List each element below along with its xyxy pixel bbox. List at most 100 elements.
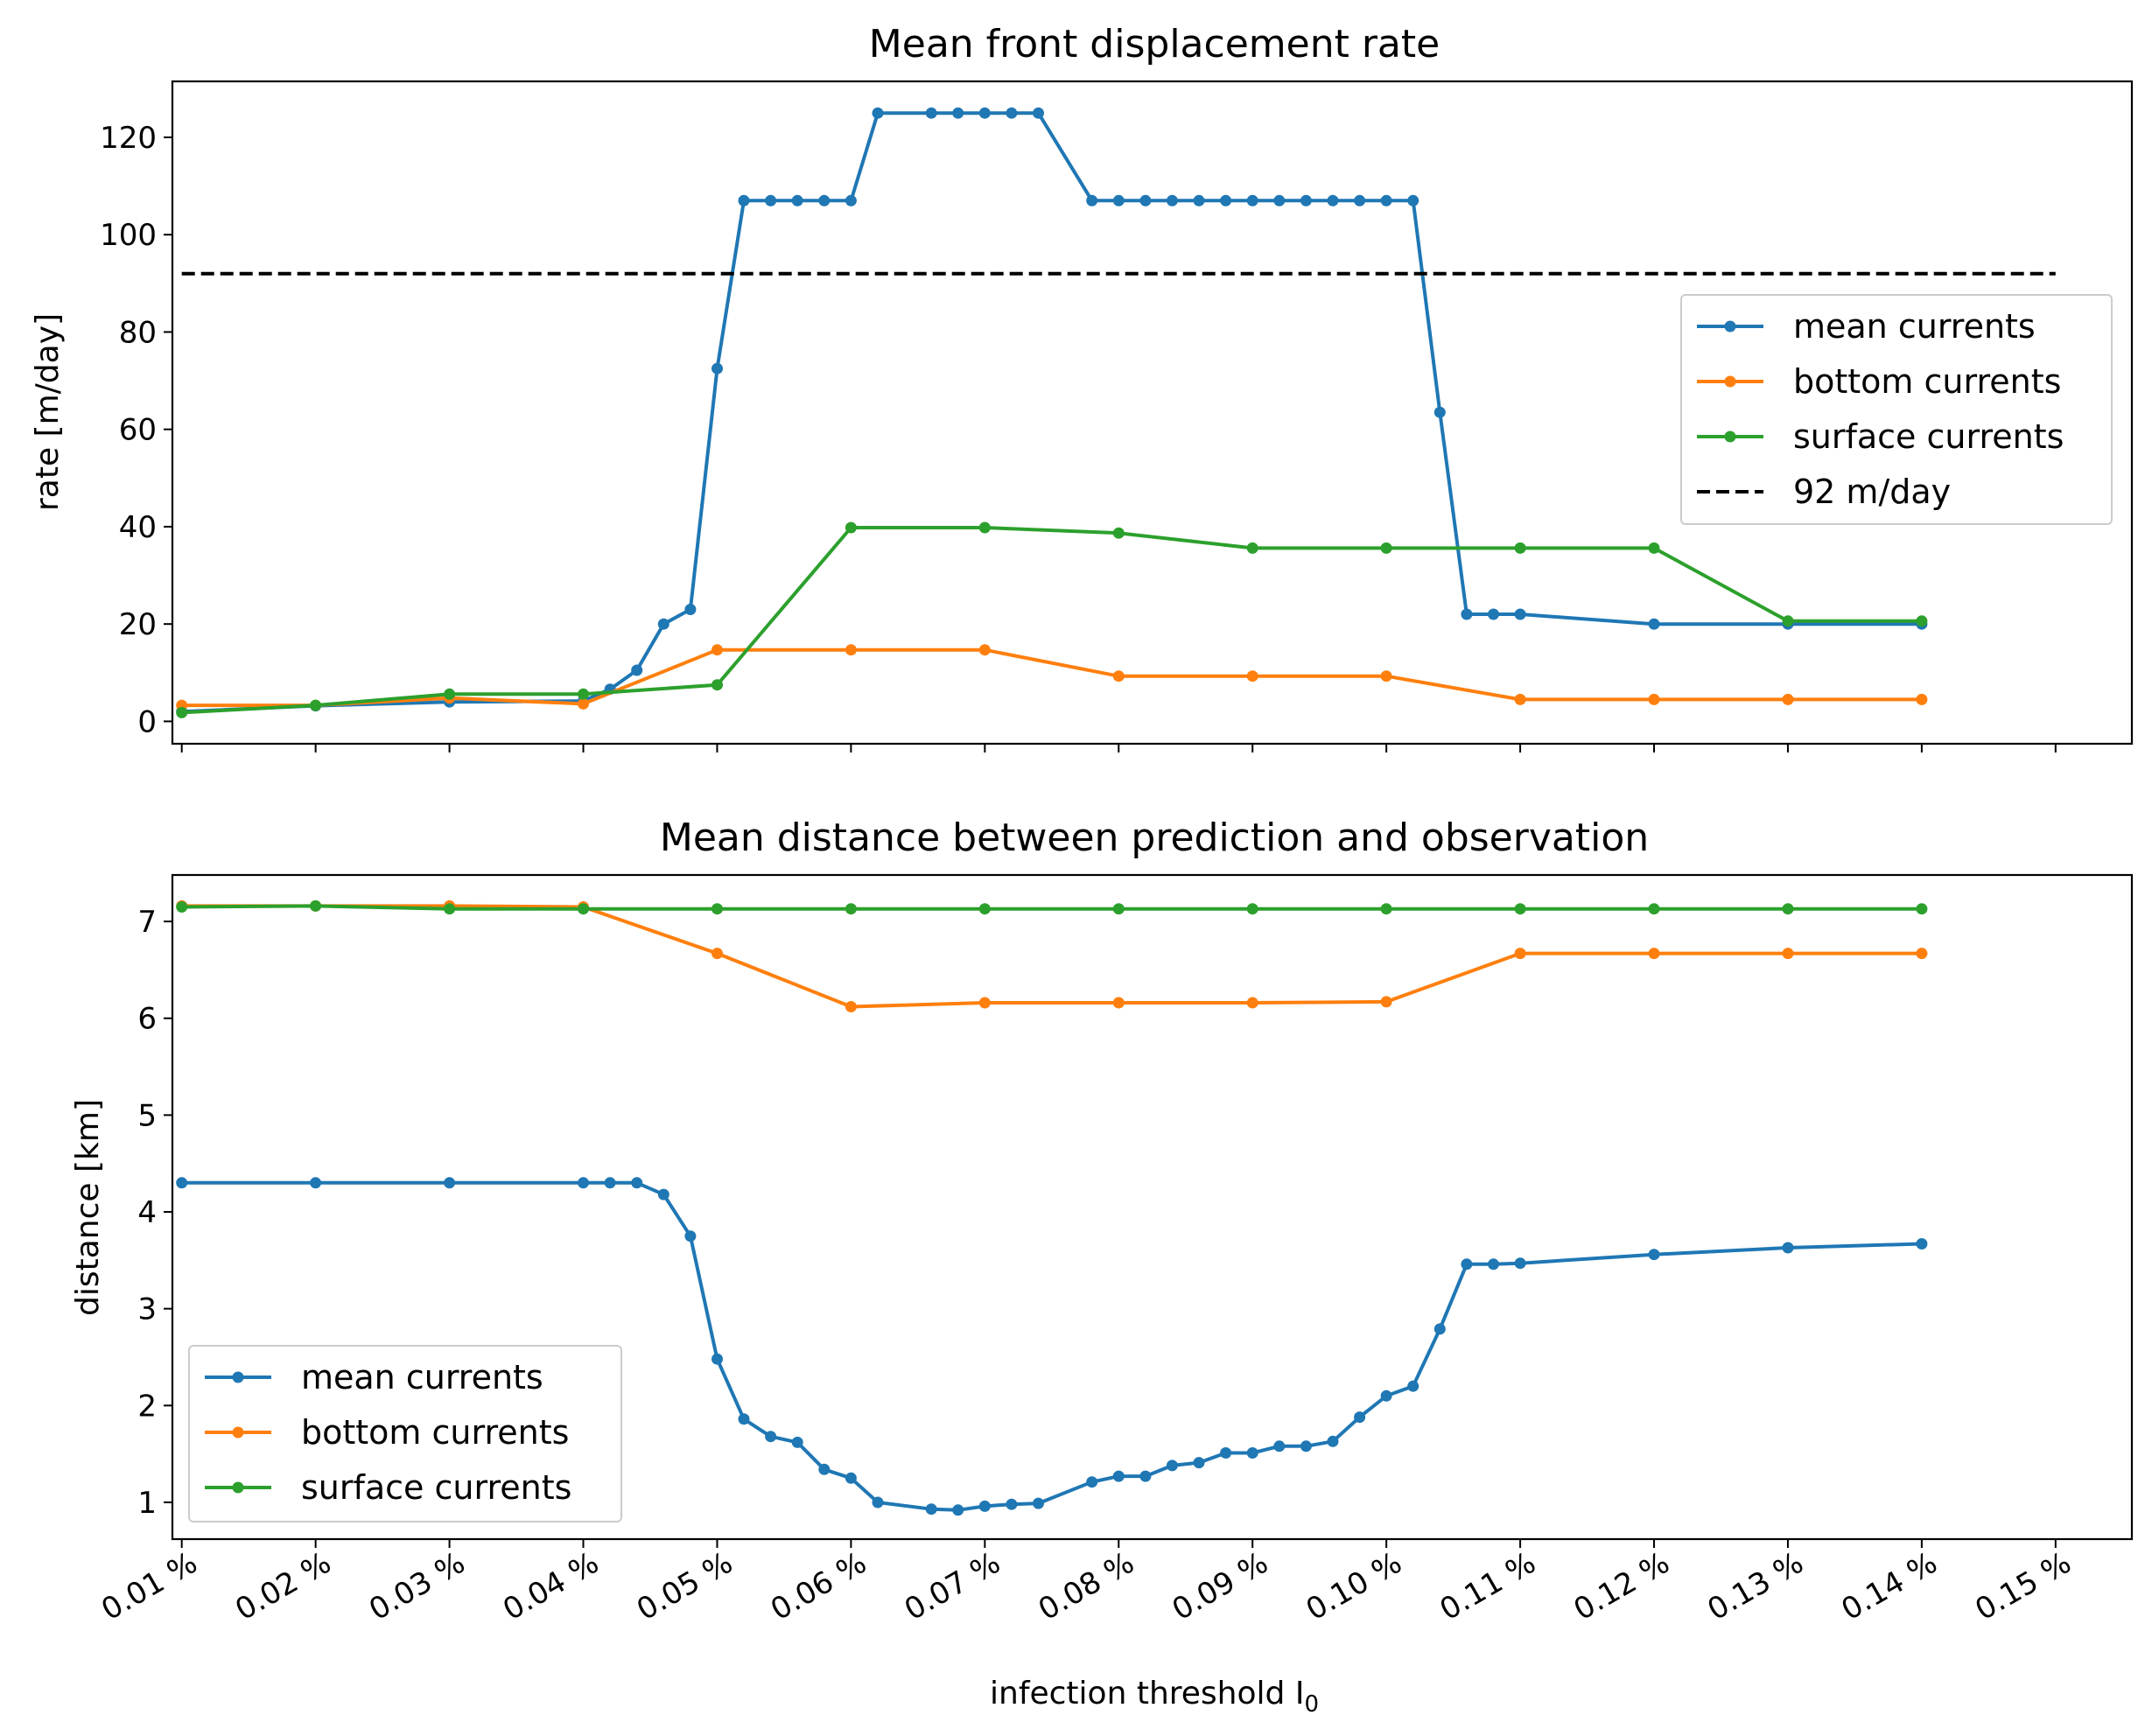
data-point: [711, 679, 723, 691]
ytick-label: 3: [137, 1292, 157, 1327]
data-point: [978, 1500, 991, 1512]
data-point: [684, 1230, 697, 1242]
distance-legend: mean currents bottom currents surface curr…: [188, 1345, 622, 1522]
legend-label: 92 m/day: [1793, 472, 1951, 511]
data-point: [1246, 542, 1258, 554]
ytick-label: 7: [137, 905, 157, 940]
data-point: [1086, 194, 1098, 206]
series-surface-currents: [176, 522, 1928, 718]
data-point: [845, 1001, 857, 1012]
data-point: [176, 1177, 188, 1189]
panel-rate: Mean front displacement rate 0 20 40 60 80 10…: [30, 22, 2134, 752]
data-point: [1273, 1440, 1286, 1452]
data-point: [631, 1177, 643, 1189]
data-point: [978, 107, 991, 119]
data-point: [1193, 194, 1205, 206]
data-point: [1139, 194, 1152, 206]
data-point: [1407, 194, 1419, 206]
data-point: [1648, 542, 1660, 554]
data-point: [1380, 996, 1392, 1008]
data-point: [1380, 194, 1392, 206]
data-point: [1648, 693, 1660, 705]
data-point: [765, 1431, 777, 1443]
data-point: [978, 997, 991, 1009]
series-line: [181, 904, 1922, 911]
data-point: [1246, 1447, 1258, 1459]
data-point: [1916, 1238, 1928, 1250]
data-point: [1514, 693, 1526, 705]
legend-marker: [232, 1426, 244, 1438]
data-point: [711, 948, 723, 960]
data-point: [1461, 608, 1473, 620]
data-point: [952, 107, 964, 119]
ytick-label: 40: [119, 510, 157, 545]
data-point: [176, 901, 188, 913]
data-point: [1112, 670, 1125, 682]
data-point: [711, 1353, 723, 1365]
ytick-label: 120: [100, 121, 157, 156]
data-point: [1648, 903, 1660, 915]
data-point: [791, 194, 803, 206]
ytick-label: 4: [137, 1195, 157, 1230]
data-point: [1380, 903, 1392, 915]
data-point: [444, 903, 456, 915]
series-surface-currents: [176, 900, 1928, 915]
data-point: [1514, 542, 1526, 554]
data-point: [1407, 1380, 1419, 1392]
data-point: [310, 900, 322, 912]
data-point: [578, 688, 589, 700]
data-point: [1514, 903, 1526, 915]
data-point: [738, 1413, 750, 1425]
legend-label: mean currents: [1793, 307, 2036, 346]
data-point: [1327, 194, 1339, 206]
data-point: [1112, 194, 1125, 206]
data-point: [978, 644, 991, 656]
distance-ylabel: distance [km]: [70, 1099, 106, 1316]
rate-axes-frame: [171, 80, 2134, 746]
data-point: [1354, 194, 1366, 206]
ytick-label: 80: [119, 315, 157, 350]
data-point: [1166, 1460, 1178, 1472]
data-point: [872, 107, 884, 119]
data-point: [578, 697, 589, 710]
data-point: [1220, 194, 1232, 206]
data-point: [1488, 1258, 1499, 1270]
data-point: [1220, 1447, 1232, 1459]
distance-axes-frame: [171, 873, 2134, 1541]
legend-box: [188, 1345, 622, 1522]
data-point: [1916, 903, 1928, 915]
data-point: [818, 1463, 831, 1475]
data-point: [1380, 542, 1392, 554]
data-point: [1006, 1498, 1018, 1510]
data-point: [1916, 615, 1928, 627]
data-point: [765, 194, 777, 206]
data-point: [845, 1472, 857, 1484]
legend-marker: [1724, 375, 1736, 388]
data-point: [631, 664, 643, 676]
data-point: [1327, 1435, 1339, 1447]
series-mean-currents: [176, 1177, 1928, 1516]
data-point: [684, 604, 697, 615]
ytick-label: 20: [119, 607, 157, 642]
data-point: [1916, 693, 1928, 705]
data-point: [1273, 194, 1286, 206]
legend-marker: [232, 1371, 244, 1383]
distance-title: Mean distance between prediction and obs…: [660, 816, 1649, 860]
data-point: [1193, 1457, 1205, 1469]
legend-box: [1680, 294, 2113, 525]
data-point: [1246, 194, 1258, 206]
rate-title: Mean front displacement rate: [869, 22, 1440, 66]
data-point: [845, 644, 857, 656]
data-point: [1033, 1497, 1044, 1509]
data-point: [1648, 618, 1660, 630]
legend-marker: [232, 1481, 244, 1494]
data-point: [1006, 107, 1018, 119]
data-point: [845, 194, 857, 206]
series-line: [181, 111, 1922, 714]
xlabel-subscript: 0: [1304, 1691, 1319, 1718]
data-point: [1514, 1257, 1526, 1270]
rate-ylabel: rate [m/day]: [30, 313, 66, 511]
data-point: [1033, 107, 1044, 119]
data-point: [1782, 948, 1794, 960]
ytick-label: 6: [137, 1002, 157, 1037]
